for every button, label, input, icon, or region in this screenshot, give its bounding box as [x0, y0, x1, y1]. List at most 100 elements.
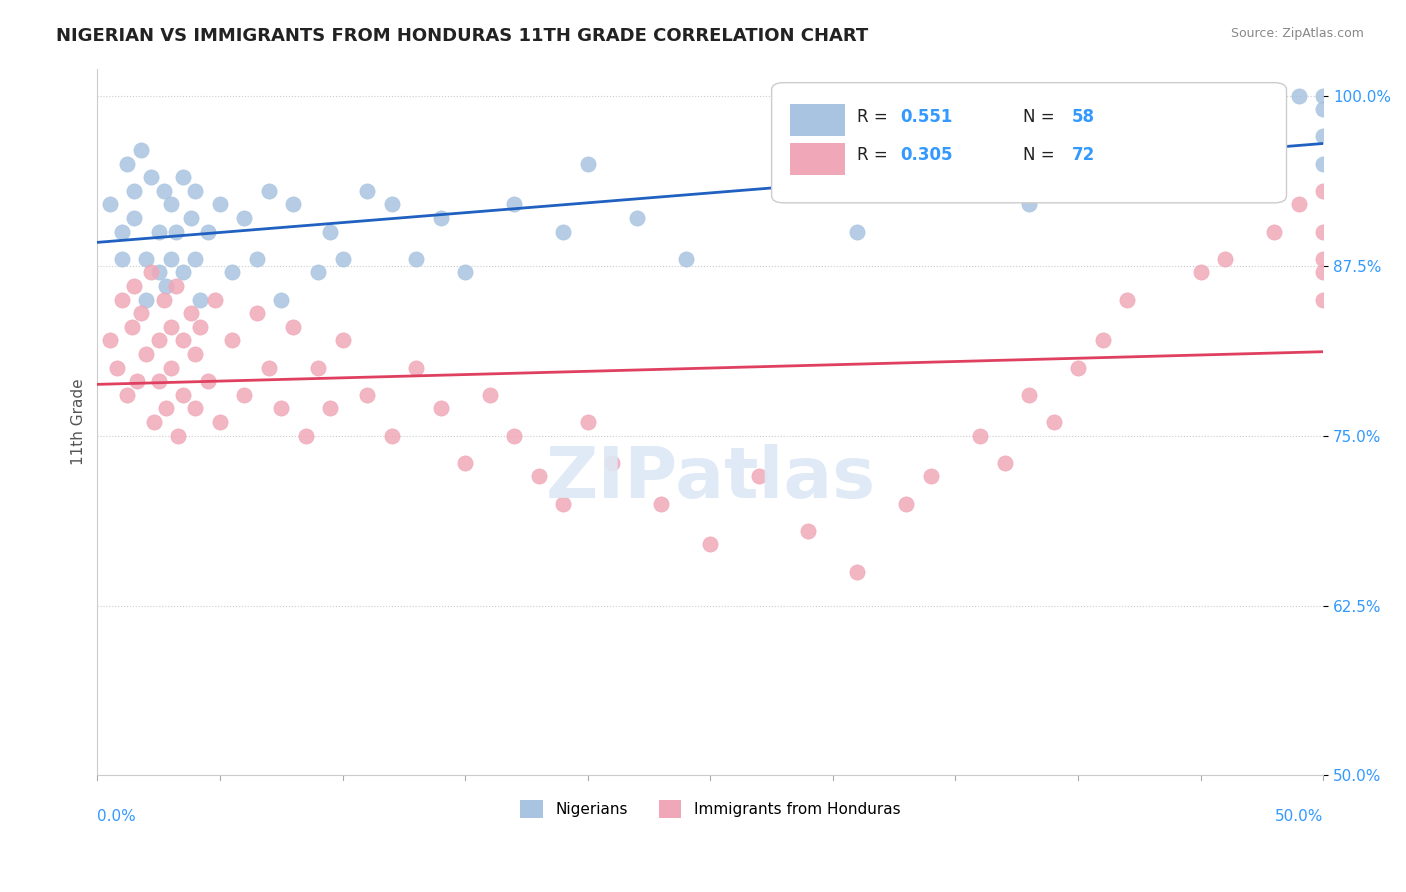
Point: [332, 252, 354, 266]
Point: [1116, 293, 1139, 307]
Text: 50.0%: 50.0%: [1275, 809, 1323, 824]
Point: [111, 225, 134, 239]
Point: [98, 197, 121, 211]
Point: [257, 184, 280, 198]
Point: [1312, 157, 1334, 171]
Point: [1312, 225, 1334, 239]
Point: [165, 225, 187, 239]
Point: [270, 293, 292, 307]
Point: [454, 456, 477, 470]
Point: [111, 252, 134, 266]
Point: [135, 252, 157, 266]
Point: [1042, 415, 1064, 429]
Point: [246, 306, 269, 320]
Point: [165, 279, 187, 293]
Point: [773, 184, 796, 198]
Text: 0.0%: 0.0%: [97, 809, 136, 824]
FancyBboxPatch shape: [790, 103, 845, 136]
Point: [160, 252, 183, 266]
Point: [1239, 157, 1261, 171]
Point: [141, 170, 163, 185]
Point: [1312, 103, 1334, 117]
Point: [172, 334, 194, 348]
Point: [945, 157, 967, 171]
Point: [283, 319, 305, 334]
Point: [1116, 129, 1139, 144]
Point: [846, 565, 869, 579]
Point: [172, 170, 194, 185]
Point: [180, 306, 202, 320]
Point: [429, 211, 451, 225]
Point: [699, 537, 721, 551]
Point: [381, 197, 404, 211]
Point: [1263, 225, 1285, 239]
Point: [319, 401, 342, 416]
Point: [503, 428, 526, 442]
Point: [429, 401, 451, 416]
Point: [896, 497, 918, 511]
Point: [1312, 293, 1334, 307]
Point: [1189, 184, 1212, 198]
Point: [131, 143, 153, 157]
Point: [1312, 129, 1334, 144]
Point: [155, 401, 177, 416]
Point: [184, 347, 207, 361]
Point: [283, 197, 305, 211]
Point: [553, 497, 575, 511]
Point: [155, 279, 177, 293]
Point: [172, 388, 194, 402]
Point: [208, 415, 231, 429]
Point: [172, 265, 194, 279]
Point: [184, 401, 207, 416]
Point: [356, 184, 378, 198]
Point: [1213, 252, 1236, 266]
Point: [675, 252, 697, 266]
Point: [180, 211, 202, 225]
Text: 0.551: 0.551: [900, 108, 953, 126]
Point: [527, 469, 550, 483]
Point: [1091, 334, 1114, 348]
Point: [797, 524, 820, 538]
Point: [553, 225, 575, 239]
Point: [148, 225, 170, 239]
Point: [131, 306, 153, 320]
Point: [141, 265, 163, 279]
Text: NIGERIAN VS IMMIGRANTS FROM HONDURAS 11TH GRADE CORRELATION CHART: NIGERIAN VS IMMIGRANTS FROM HONDURAS 11T…: [56, 27, 869, 45]
Point: [184, 252, 207, 266]
FancyBboxPatch shape: [772, 83, 1286, 202]
Point: [1067, 360, 1090, 375]
Point: [257, 360, 280, 375]
Point: [184, 184, 207, 198]
Point: [121, 319, 143, 334]
Text: Source: ZipAtlas.com: Source: ZipAtlas.com: [1230, 27, 1364, 40]
Point: [208, 197, 231, 211]
Point: [1312, 184, 1334, 198]
Point: [319, 225, 342, 239]
Text: 72: 72: [1071, 146, 1095, 164]
Point: [221, 334, 243, 348]
Text: 58: 58: [1071, 108, 1095, 126]
FancyBboxPatch shape: [790, 143, 845, 175]
Point: [135, 293, 157, 307]
Point: [626, 211, 648, 225]
Point: [152, 293, 174, 307]
Point: [1263, 129, 1285, 144]
Text: ZIPatlas: ZIPatlas: [546, 444, 876, 513]
Legend: Nigerians, Immigrants from Honduras: Nigerians, Immigrants from Honduras: [515, 794, 907, 824]
Point: [920, 469, 942, 483]
Point: [135, 347, 157, 361]
Point: [148, 334, 170, 348]
Point: [294, 428, 316, 442]
Point: [405, 252, 427, 266]
Point: [1018, 197, 1040, 211]
Point: [307, 360, 329, 375]
Text: N =: N =: [1024, 146, 1060, 164]
Point: [332, 334, 354, 348]
Point: [478, 388, 501, 402]
Point: [115, 157, 138, 171]
Point: [152, 184, 174, 198]
Point: [148, 374, 170, 388]
Point: [748, 469, 770, 483]
Text: R =: R =: [858, 108, 893, 126]
Point: [576, 415, 599, 429]
